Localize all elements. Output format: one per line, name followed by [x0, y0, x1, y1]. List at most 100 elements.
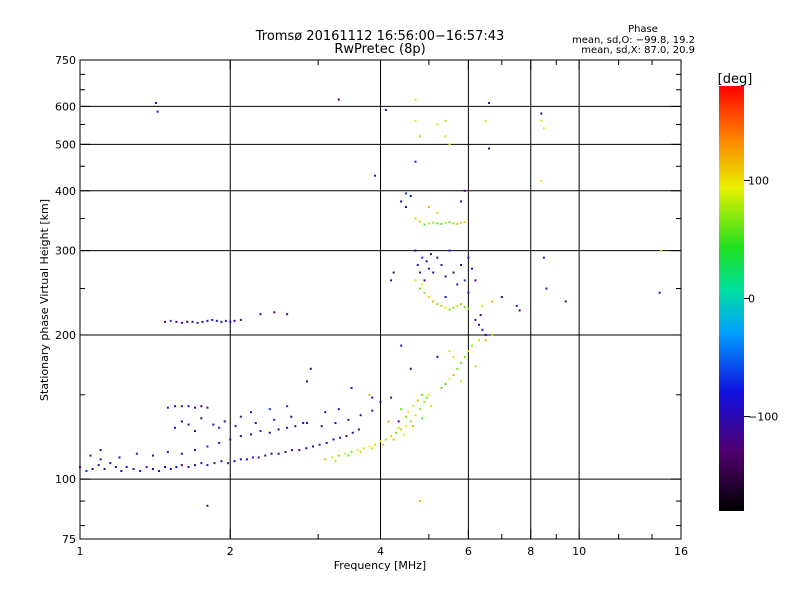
- data-point: [339, 436, 342, 439]
- data-point: [542, 127, 545, 130]
- data-point: [390, 435, 393, 438]
- data-point: [491, 333, 494, 336]
- data-point: [286, 313, 289, 316]
- data-point: [220, 320, 223, 323]
- data-point: [320, 425, 323, 428]
- data-point: [414, 217, 417, 220]
- data-point: [187, 423, 190, 426]
- data-point: [173, 426, 176, 429]
- data-point: [347, 454, 350, 457]
- colorbar-tick-label: 0: [748, 293, 755, 306]
- data-point: [218, 441, 221, 444]
- x-tick-label: 8: [527, 545, 534, 558]
- data-point: [249, 433, 252, 436]
- data-point: [273, 311, 276, 314]
- colorbar-ticks: 100 0 −100: [744, 174, 778, 424]
- data-point: [212, 423, 215, 426]
- data-point: [166, 406, 169, 409]
- data-point: [109, 462, 112, 465]
- data-point: [488, 101, 491, 104]
- data-point: [156, 110, 159, 113]
- data-point: [337, 98, 340, 101]
- data-point: [390, 396, 393, 399]
- data-point: [518, 309, 521, 312]
- data-point: [374, 443, 377, 446]
- data-point: [452, 222, 455, 225]
- data-point: [463, 221, 466, 224]
- data-point: [379, 440, 382, 443]
- data-point: [224, 319, 227, 322]
- data-point: [400, 408, 403, 411]
- y-axis-label: Stationary phase Virtual Height [km]: [38, 199, 51, 401]
- data-point: [345, 435, 348, 438]
- data-point: [540, 179, 543, 182]
- data-point: [350, 386, 353, 389]
- data-point: [440, 386, 443, 389]
- data-point: [421, 393, 424, 396]
- data-point: [371, 409, 374, 412]
- data-point: [416, 399, 419, 402]
- data-point: [187, 405, 190, 408]
- data-point: [169, 319, 172, 322]
- data-point: [384, 108, 387, 111]
- data-point: [196, 321, 199, 324]
- data-point: [229, 438, 232, 441]
- data-point: [191, 320, 194, 323]
- data-point: [400, 428, 403, 431]
- data-point: [456, 222, 459, 225]
- data-point: [419, 135, 422, 138]
- data-point: [334, 460, 337, 463]
- data-point: [264, 454, 267, 457]
- data-point: [430, 405, 433, 408]
- data-point: [163, 320, 166, 323]
- data-point: [194, 464, 197, 467]
- colorbar-label: [deg]: [718, 72, 753, 87]
- data-point: [564, 300, 567, 303]
- data-point: [201, 320, 204, 323]
- data-point: [425, 260, 428, 263]
- data-point: [324, 458, 327, 461]
- data-point: [414, 249, 417, 252]
- data-point: [436, 303, 439, 306]
- data-point: [456, 367, 459, 370]
- data-point: [206, 464, 209, 467]
- x-tick-label: 6: [465, 545, 472, 558]
- data-point: [481, 304, 484, 307]
- data-point: [452, 373, 455, 376]
- data-point: [332, 438, 335, 441]
- data-point: [206, 319, 209, 322]
- data-point: [542, 256, 545, 259]
- data-point: [291, 449, 294, 452]
- data-point: [259, 430, 262, 433]
- colorbar: [deg] 100 0 −100: [718, 72, 778, 511]
- data-point: [397, 420, 400, 423]
- data-point: [180, 420, 183, 423]
- data-point: [277, 428, 280, 431]
- data-point: [206, 406, 209, 409]
- data-point: [139, 469, 142, 472]
- data-point: [180, 464, 183, 467]
- data-point: [440, 304, 443, 307]
- data-point: [477, 339, 480, 342]
- data-point: [488, 147, 491, 150]
- data-point: [463, 355, 466, 358]
- x-tick-labels: 1 2 4 6 8 10 16: [77, 545, 689, 558]
- data-point: [392, 438, 395, 441]
- data-point: [448, 221, 451, 224]
- data-point: [474, 318, 477, 321]
- data-point: [467, 350, 470, 353]
- data-point: [306, 421, 309, 424]
- data-point: [432, 221, 435, 224]
- data-point: [436, 123, 439, 126]
- x-tick-label: 4: [377, 545, 384, 558]
- data-point: [155, 101, 158, 104]
- data-point: [444, 221, 447, 224]
- data-point: [412, 405, 415, 408]
- data-point: [419, 271, 422, 274]
- data-point: [419, 220, 422, 223]
- data-point: [540, 112, 543, 115]
- data-point: [460, 221, 463, 224]
- x-tick-label: 16: [674, 545, 688, 558]
- data-point: [414, 414, 417, 417]
- plot-area: [79, 59, 682, 540]
